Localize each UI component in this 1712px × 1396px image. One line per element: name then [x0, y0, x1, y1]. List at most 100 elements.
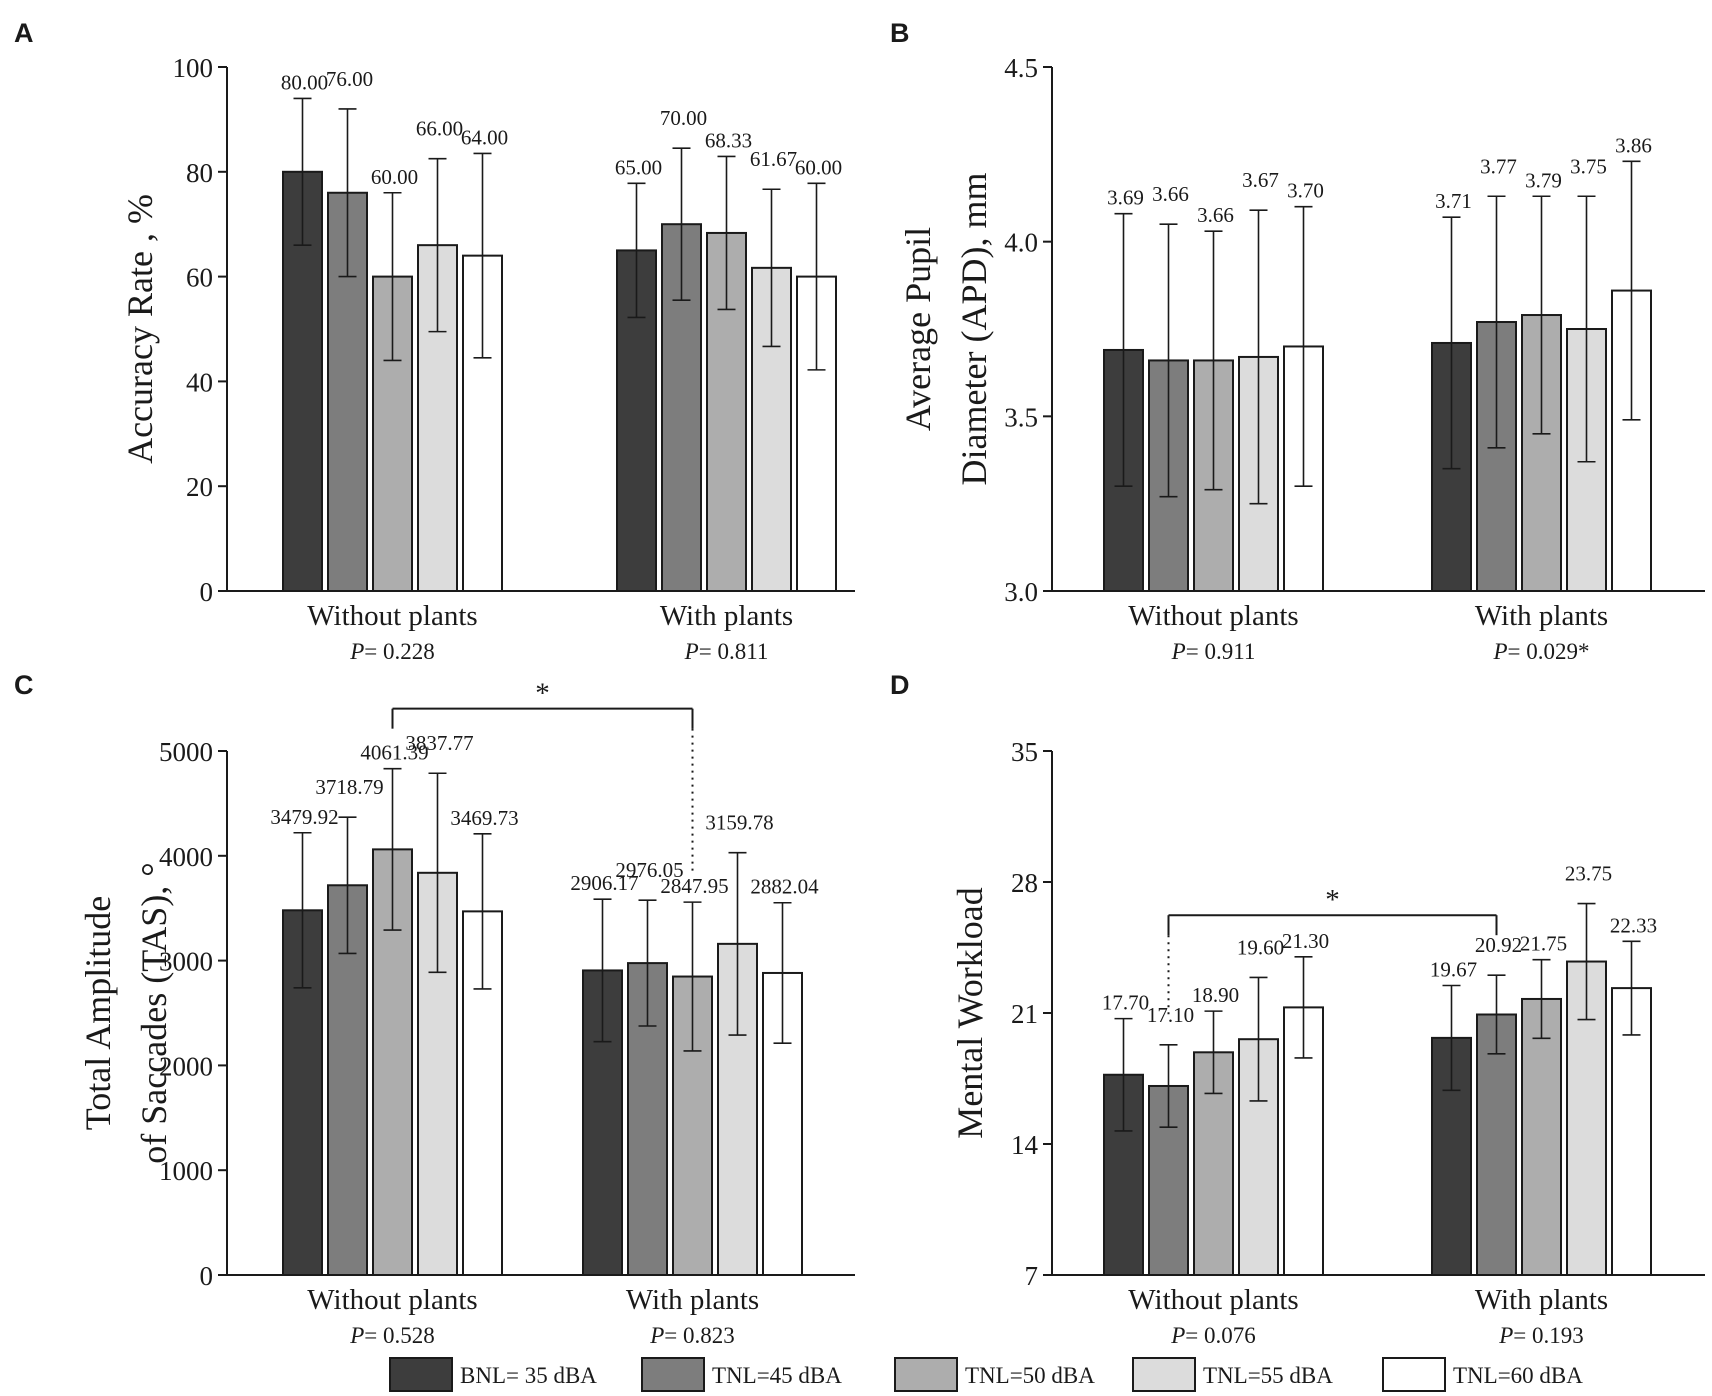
data-label: 3.86 — [1615, 133, 1652, 157]
category-label: Without plants — [1128, 600, 1298, 632]
category-label: Without plants — [307, 1284, 477, 1316]
data-label: 17.10 — [1147, 1003, 1194, 1027]
significance-star: * — [535, 678, 550, 710]
p-value: P= 0.823 — [649, 1323, 735, 1348]
data-label: 3.71 — [1435, 189, 1472, 213]
data-label: 3.79 — [1525, 168, 1562, 192]
data-label: 3.75 — [1570, 154, 1607, 178]
y-tick-label: 0 — [200, 1261, 214, 1291]
legend-swatch — [1382, 1357, 1446, 1392]
data-label: 3.66 — [1197, 203, 1234, 227]
data-label: 68.33 — [705, 128, 752, 152]
y-axis-label: Total Amplitude of Saccades (TAS), ° — [78, 862, 174, 1163]
p-value: P= 0.811 — [684, 639, 769, 664]
y-tick-label: 20 — [186, 472, 213, 502]
category-label: Without plants — [1128, 1284, 1298, 1316]
data-label: 61.67 — [750, 147, 797, 171]
y-tick-label: 21 — [1011, 999, 1038, 1029]
y-tick-label: 40 — [186, 367, 213, 397]
data-label: 70.00 — [660, 106, 707, 130]
panel-b: B 3.0 3.5 4.0 4.5 Average Pupil Diameter (APD)… — [890, 18, 1705, 664]
legend-item: TNL=55 dBA — [1132, 1357, 1333, 1392]
data-label: 20.92 — [1475, 933, 1522, 957]
panel-a: A 0 20 40 60 80 100 Accuracy Rate , % 80.0076.00… — [14, 18, 855, 664]
data-label: 3.69 — [1107, 186, 1144, 210]
panel-letter: B — [890, 18, 910, 48]
data-label: 2976.05 — [615, 858, 683, 882]
y-tick-label: 7 — [1025, 1261, 1039, 1291]
data-label: 65.00 — [615, 155, 662, 179]
category-label: With plants — [660, 600, 793, 632]
data-label: 17.70 — [1102, 991, 1149, 1015]
data-label: 21.75 — [1520, 932, 1567, 956]
legend: BNL= 35 dBA TNL=45 dBA TNL=50 dBA TNL=55 dB… — [389, 1357, 1583, 1392]
bar — [372, 275, 413, 592]
panel-d: D 7 14 21 28 35 Mental Workload 17.7017.1018.90… — [890, 670, 1705, 1348]
data-label: 23.75 — [1565, 862, 1612, 886]
significance-star: * — [1325, 884, 1340, 916]
bar — [1611, 987, 1652, 1276]
p-value: P= 0.228 — [349, 639, 435, 664]
p-value: P= 0.528 — [349, 1323, 435, 1348]
p-value: P= 0.076 — [1170, 1323, 1256, 1348]
data-label: 80.00 — [281, 70, 328, 94]
legend-swatch — [641, 1357, 705, 1392]
legend-item: BNL= 35 dBA — [389, 1357, 597, 1392]
data-label: 19.67 — [1430, 957, 1477, 981]
y-axis-label: Mental Workload — [950, 887, 990, 1138]
y-tick-label: 80 — [186, 158, 213, 188]
legend-label: TNL=60 dBA — [1453, 1363, 1583, 1388]
legend-label: TNL=45 dBA — [712, 1363, 842, 1388]
data-label: 60.00 — [795, 155, 842, 179]
data-label: 18.90 — [1192, 983, 1239, 1007]
data-label: 3.66 — [1152, 182, 1189, 206]
legend-label: TNL=55 dBA — [1203, 1363, 1333, 1388]
p-value: P= 0.029* — [1492, 639, 1589, 664]
data-label: 2847.95 — [660, 874, 728, 898]
y-tick-label: 3000 — [159, 947, 213, 977]
p-value: P= 0.193 — [1498, 1323, 1584, 1348]
bar — [1476, 1013, 1517, 1276]
data-label: 3.77 — [1480, 154, 1517, 178]
panel-letter: A — [14, 18, 34, 48]
bar — [1521, 997, 1562, 1276]
data-label: 76.00 — [326, 67, 373, 91]
y-axis-label: Average Pupil Diameter (APD), mm — [898, 173, 994, 486]
y-tick-label: 4.5 — [1004, 53, 1038, 83]
legend-swatch — [389, 1357, 453, 1392]
y-tick-label: 14 — [1011, 1130, 1039, 1160]
y-tick-label: 3.0 — [1004, 577, 1038, 607]
panel-letter: D — [890, 670, 910, 700]
p-value: P= 0.911 — [1171, 639, 1256, 664]
data-label: 22.33 — [1610, 913, 1657, 937]
data-label: 2906.17 — [570, 871, 638, 895]
category-label: Without plants — [307, 600, 477, 632]
data-label: 4061.39 — [360, 741, 428, 765]
category-label: With plants — [626, 1284, 759, 1316]
data-label: 3.67 — [1242, 168, 1279, 192]
y-tick-label: 3.5 — [1004, 402, 1038, 432]
y-tick-label: 35 — [1011, 737, 1038, 767]
y-tick-label: 0 — [200, 577, 214, 607]
y-tick-label: 4000 — [159, 842, 213, 872]
y-tick-label: 60 — [186, 263, 213, 293]
data-label: 3469.73 — [450, 806, 518, 830]
data-label: 19.60 — [1237, 935, 1284, 959]
y-tick-label: 5000 — [159, 737, 213, 767]
legend-item: TNL=50 dBA — [894, 1357, 1095, 1392]
y-axis-label: Accuracy Rate , % — [120, 194, 160, 464]
y-tick-label: 1000 — [159, 1156, 213, 1186]
category-label: With plants — [1475, 600, 1608, 632]
y-tick-label: 100 — [173, 53, 214, 83]
data-label: 3837.77 — [405, 731, 473, 755]
legend-swatch — [1132, 1357, 1196, 1392]
bar — [462, 254, 503, 592]
y-tick-label: 2000 — [159, 1051, 213, 1081]
data-label: 2882.04 — [750, 875, 819, 899]
data-label: 3.70 — [1287, 179, 1324, 203]
data-label: 64.00 — [461, 125, 508, 149]
y-tick-label: 28 — [1011, 868, 1038, 898]
legend-item: TNL=45 dBA — [641, 1357, 842, 1392]
data-label: 66.00 — [416, 117, 463, 141]
